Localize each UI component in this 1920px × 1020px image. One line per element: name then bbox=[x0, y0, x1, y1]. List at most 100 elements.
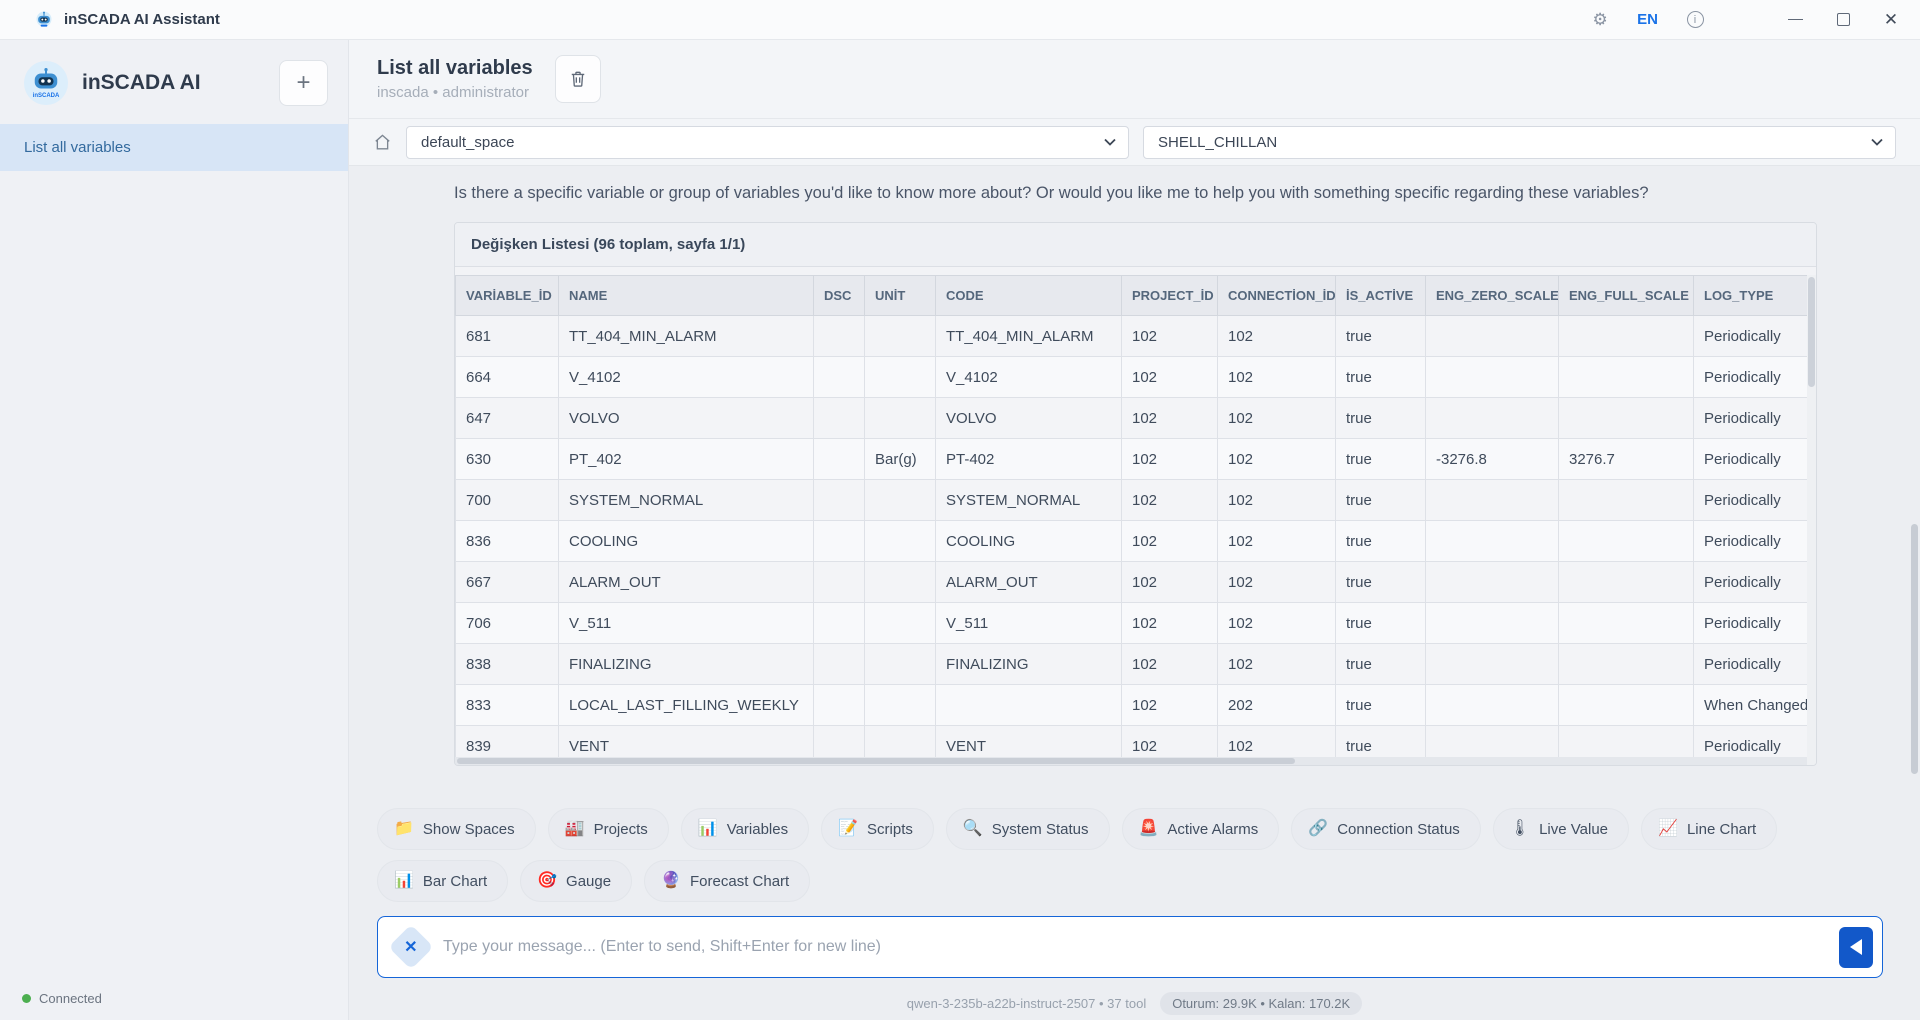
system-status-button[interactable]: 🔍 System Status bbox=[945, 808, 1110, 850]
conversation-list: List all variables bbox=[0, 124, 348, 977]
table-cell: FINALIZING bbox=[935, 643, 1122, 685]
table-cell: V_4102 bbox=[935, 356, 1122, 398]
table-cell: Periodically bbox=[1693, 397, 1807, 439]
forecast-chart-button[interactable]: 🔮 Forecast Chart bbox=[644, 860, 811, 902]
connection-status-indicator: Connected bbox=[0, 977, 348, 1020]
table-cell: 102 bbox=[1121, 356, 1218, 398]
token-usage-badge: Oturum: 29.9K • Kalan: 170.2K bbox=[1160, 991, 1363, 1015]
table-cell: COOLING bbox=[935, 520, 1122, 562]
table-row: 664 V_4102 V_4102 102 102 true Periodically bbox=[455, 356, 1807, 398]
table-cell bbox=[1558, 561, 1694, 603]
gauge-button[interactable]: 🎯 Gauge bbox=[520, 860, 633, 902]
chat-scrollbar[interactable] bbox=[1910, 166, 1918, 798]
table-cell: 102 bbox=[1121, 315, 1218, 357]
new-chat-button[interactable]: + bbox=[279, 60, 328, 106]
table-cell: LOCAL_LAST_FILLING_WEEKLY bbox=[558, 684, 814, 726]
conversation-header: List all variables inscada • administrat… bbox=[349, 40, 1920, 119]
close-button[interactable]: ✕ bbox=[1883, 9, 1899, 29]
column-header: PROJECT_İD bbox=[1121, 275, 1218, 316]
settings-gear-icon[interactable]: ⚙ bbox=[1592, 9, 1608, 29]
variables-table: VARİABLE_İD NAME DSC UNİT CODE PROJECT_İD CONN… bbox=[455, 275, 1807, 765]
table-cell: Periodically bbox=[1693, 520, 1807, 562]
message-input[interactable] bbox=[443, 917, 1825, 977]
table-cell: 664 bbox=[455, 356, 559, 398]
column-header: NAME bbox=[558, 275, 814, 316]
connection-status-button[interactable]: 🔗 Connection Status bbox=[1291, 808, 1481, 850]
delete-conversation-button[interactable] bbox=[554, 55, 601, 103]
home-icon[interactable] bbox=[373, 133, 392, 152]
sidebar-item-list-all-variables[interactable]: List all variables bbox=[0, 124, 348, 171]
page-title: List all variables bbox=[377, 57, 533, 79]
minimize-button[interactable] bbox=[1784, 9, 1806, 31]
table-cell: 102 bbox=[1121, 684, 1218, 726]
connection-select[interactable]: SHELL_CHILLAN bbox=[1143, 125, 1896, 159]
active-alarms-button[interactable]: 🚨 Active Alarms bbox=[1121, 808, 1280, 850]
table-vertical-scrollbar[interactable] bbox=[1807, 275, 1816, 765]
connected-dot-icon bbox=[22, 994, 31, 1003]
variables-icon: 📊 bbox=[697, 820, 718, 837]
projects-button[interactable]: 🏭 Projects bbox=[547, 808, 669, 850]
brand: inSCADA inSCADA AI bbox=[24, 61, 201, 105]
table-row: 836 COOLING COOLING 102 102 true Periodically bbox=[455, 520, 1807, 562]
bar-chart-button[interactable]: 📊 Bar Chart bbox=[377, 860, 509, 902]
table-cell bbox=[864, 356, 936, 398]
table-horizontal-scrollbar[interactable] bbox=[455, 757, 1807, 765]
connection-select-value: SHELL_CHILLAN bbox=[1158, 133, 1278, 151]
table-cell bbox=[813, 315, 865, 357]
table-cell: 102 bbox=[1217, 397, 1336, 439]
table-cell bbox=[813, 684, 865, 726]
sidebar: inSCADA inSCADA AI + List all variables … bbox=[0, 40, 349, 1020]
table-cell: V_511 bbox=[935, 602, 1122, 644]
table-row: 833 LOCAL_LAST_FILLING_WEEKLY 102 202 true Wh… bbox=[455, 684, 1807, 726]
chevron-down-icon bbox=[1871, 138, 1883, 146]
scripts-button[interactable]: 📝 Scripts bbox=[821, 808, 934, 850]
table-cell bbox=[813, 561, 865, 603]
table-cell bbox=[935, 684, 1122, 726]
send-button[interactable] bbox=[1839, 926, 1873, 968]
table-cell: V_511 bbox=[558, 602, 814, 644]
quick-action-label: Bar Chart bbox=[422, 872, 488, 890]
table-cell bbox=[1425, 602, 1559, 644]
table-cell bbox=[864, 602, 936, 644]
chat-scrollbar-thumb[interactable] bbox=[1911, 524, 1918, 774]
maximize-button[interactable] bbox=[1832, 9, 1854, 31]
table-cell: 102 bbox=[1121, 561, 1218, 603]
space-select-value: default_space bbox=[421, 133, 515, 151]
table-cell bbox=[1425, 643, 1559, 685]
variables-table-card: Değişken Listesi (96 toplam, sayfa 1/1) … bbox=[454, 222, 1817, 766]
quick-action-label: Variables bbox=[726, 820, 789, 838]
table-cell bbox=[864, 684, 936, 726]
table-cell: true bbox=[1335, 602, 1426, 644]
show-spaces-button[interactable]: 📁 Show Spaces bbox=[377, 808, 536, 850]
table-cell bbox=[1425, 520, 1559, 562]
column-header: VARİABLE_İD bbox=[455, 275, 559, 316]
column-header: ENG_FULL_SCALE bbox=[1558, 275, 1694, 316]
context-selector-bar: default_space SHELL_CHILLAN bbox=[349, 119, 1920, 166]
table-cell: 102 bbox=[1121, 479, 1218, 521]
table-cell: 102 bbox=[1121, 397, 1218, 439]
table-row: 630 PT_402 Bar(g) PT-402 102 102 true -3276.8 32… bbox=[455, 438, 1807, 480]
table-scroll-region[interactable]: VARİABLE_İD NAME DSC UNİT CODE PROJECT_İD CONN… bbox=[455, 275, 1807, 765]
table-cell bbox=[1558, 397, 1694, 439]
table-cell bbox=[813, 438, 865, 480]
table-cell: ALARM_OUT bbox=[935, 561, 1122, 603]
variables-button[interactable]: 📊 Variables bbox=[680, 808, 810, 850]
table-cell: TT_404_MIN_ALARM bbox=[935, 315, 1122, 357]
table-cell: true bbox=[1335, 356, 1426, 398]
clear-input-button[interactable]: ✕ bbox=[388, 924, 434, 970]
info-icon[interactable]: i bbox=[1684, 9, 1706, 31]
live-value-button[interactable]: 🌡 Live Value bbox=[1492, 808, 1630, 850]
table-cell: SYSTEM_NORMAL bbox=[935, 479, 1122, 521]
table-cell bbox=[864, 643, 936, 685]
table-cell: 102 bbox=[1217, 479, 1336, 521]
table-cell: 647 bbox=[455, 397, 559, 439]
table-cell: Periodically bbox=[1693, 315, 1807, 357]
table-row: 647 VOLVO VOLVO 102 102 true Periodically bbox=[455, 397, 1807, 439]
table-cell: 102 bbox=[1217, 438, 1336, 480]
bar-chart-icon: 📊 bbox=[394, 872, 414, 889]
space-select[interactable]: default_space bbox=[406, 125, 1129, 159]
line-chart-button[interactable]: 📈 Line Chart bbox=[1641, 808, 1778, 850]
app-logo-icon bbox=[34, 10, 54, 30]
quick-action-label: Projects bbox=[593, 820, 648, 838]
language-toggle[interactable]: EN bbox=[1637, 11, 1658, 28]
